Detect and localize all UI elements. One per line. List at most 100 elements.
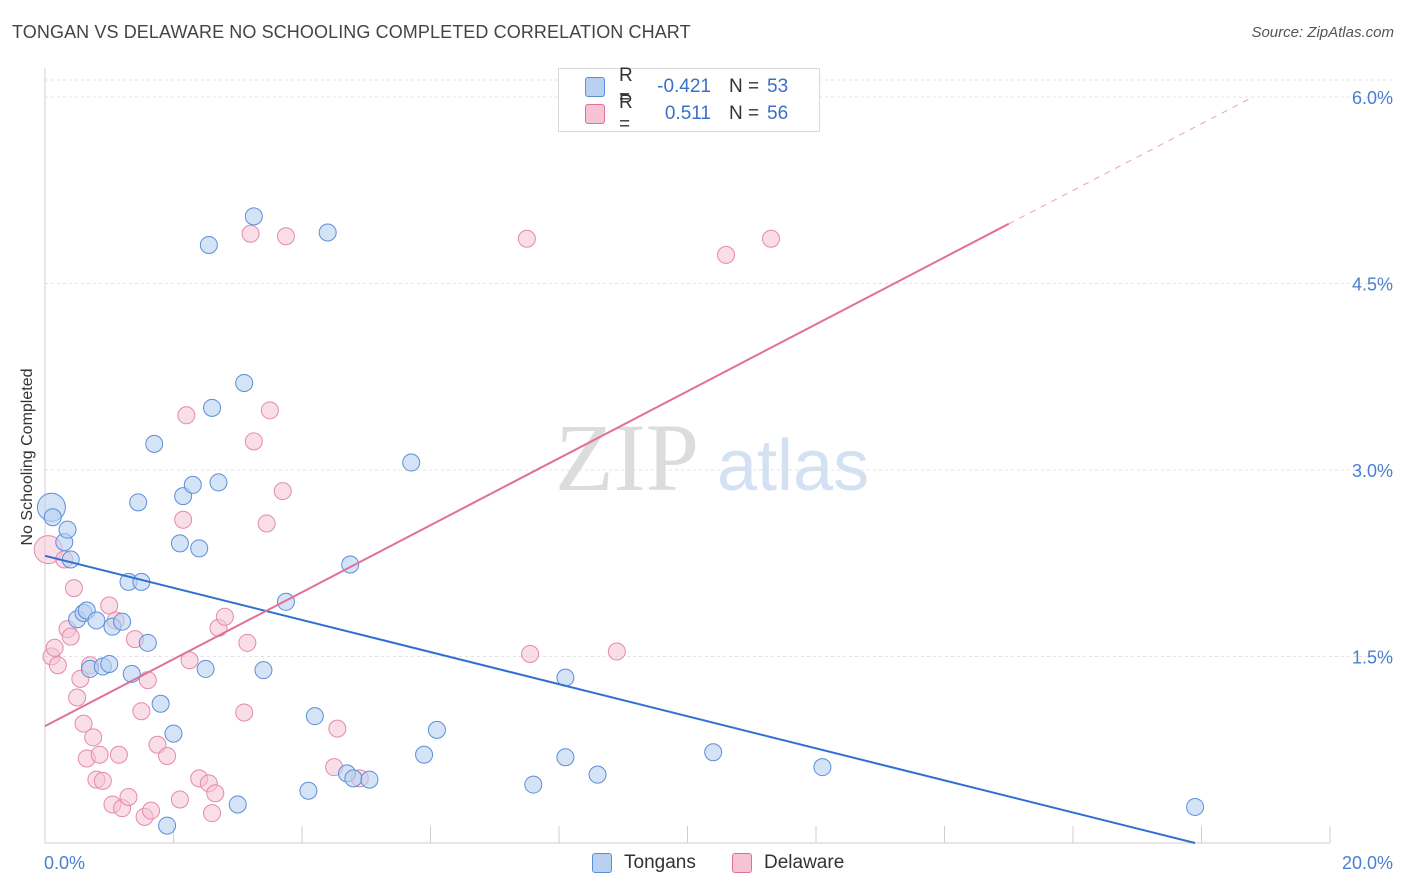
r-label: R = — [619, 65, 633, 108]
tongans-point — [164, 724, 183, 743]
delaware-point — [61, 627, 80, 646]
delaware-swatch — [732, 853, 752, 873]
delaware-point — [521, 645, 540, 664]
tongans-point — [276, 592, 295, 611]
delaware-point — [45, 638, 64, 657]
delaware-point — [206, 784, 225, 803]
tongans-point — [138, 633, 157, 652]
n-label: N = — [729, 103, 760, 124]
legend-row-delaware: R = 0.511 N = 56 — [585, 92, 789, 135]
tongans-point — [305, 707, 324, 726]
delaware-point — [328, 719, 347, 738]
tongans-point — [61, 550, 80, 569]
delaware-point — [717, 245, 736, 264]
delaware-label: Delaware — [764, 852, 845, 873]
tongans-point — [344, 769, 363, 788]
tongans-point — [360, 770, 379, 789]
tongans-point — [183, 475, 202, 494]
delaware-point — [203, 804, 222, 823]
tongans-swatch — [592, 853, 612, 873]
tongans-point — [228, 795, 247, 814]
tongans-point — [556, 748, 575, 767]
delaware-point — [607, 642, 626, 661]
tongans-points — [36, 207, 1205, 835]
tongans-point — [100, 654, 119, 673]
tongans-point — [190, 539, 209, 558]
tongans-point — [170, 534, 189, 553]
y-tick-label: 4.5% — [1352, 275, 1393, 295]
svg-text:ZIP: ZIP — [555, 404, 699, 511]
x-tick-label: 20.0% — [1342, 853, 1393, 873]
delaware-point — [276, 227, 295, 246]
tongans-point — [199, 235, 218, 254]
delaware-point — [762, 229, 781, 248]
tongans-point — [151, 694, 170, 713]
tongans-point — [402, 453, 421, 472]
tongans-point — [158, 816, 177, 835]
delaware-point — [138, 671, 157, 690]
delaware-point — [64, 579, 83, 598]
tongans-point — [87, 611, 106, 630]
delaware-point — [109, 745, 128, 764]
axes — [44, 68, 1331, 844]
series-legend: Tongans Delaware — [0, 852, 1406, 878]
delaware-point — [273, 482, 292, 501]
delaware-point — [235, 703, 254, 722]
delaware-point — [177, 406, 196, 425]
delaware-point — [132, 702, 151, 721]
n-value: 56 — [767, 103, 789, 124]
tongans-point — [588, 765, 607, 784]
chart-title: TONGAN VS DELAWARE NO SCHOOLING COMPLETE… — [12, 22, 691, 42]
grid-lines — [45, 79, 1395, 657]
delaware-point — [174, 510, 193, 529]
delaware-point — [84, 728, 103, 747]
tongans-point — [145, 434, 164, 453]
tongans-point — [244, 207, 263, 226]
delaware-point — [48, 656, 67, 675]
correlation-legend: R = -0.421 N = 53 R = 0.511 N = 56 — [558, 65, 820, 135]
delaware-point — [170, 790, 189, 809]
tongans-label: Tongans — [624, 852, 696, 873]
delaware-point — [517, 229, 536, 248]
delaware-trend-line — [44, 222, 1010, 728]
tongans-point — [254, 661, 273, 680]
delaware-point — [241, 224, 260, 243]
tongans-point — [318, 223, 337, 242]
delaware-point — [238, 633, 257, 652]
n-value: 53 — [767, 76, 789, 97]
delaware-point — [93, 771, 112, 790]
tongans-point — [415, 745, 434, 764]
delaware-point — [215, 607, 234, 626]
tongans-point — [427, 720, 446, 739]
tongans-point — [43, 508, 62, 527]
delaware-point — [158, 746, 177, 765]
r-value: -0.421 — [657, 76, 711, 97]
tongans-point — [129, 493, 148, 512]
tongans-point — [813, 758, 832, 777]
delaware-point — [74, 714, 93, 733]
delaware-point — [68, 688, 87, 707]
tongans-point — [209, 473, 228, 492]
watermark-logo: ZIP atlas — [555, 404, 869, 511]
delaware-point — [100, 596, 119, 615]
delaware-point — [90, 745, 109, 764]
tongans-swatch — [585, 77, 605, 97]
r-value: 0.511 — [664, 103, 711, 124]
delaware-point — [257, 514, 276, 533]
tongans-point — [113, 612, 132, 631]
y-tick-label: 1.5% — [1352, 648, 1393, 668]
x-tick-label: 0.0% — [44, 853, 85, 873]
delaware-points — [33, 224, 781, 826]
tongans-point — [235, 373, 254, 392]
delaware-point — [260, 401, 279, 420]
tongans-point — [58, 520, 77, 539]
y-tick-label: 6.0% — [1352, 88, 1393, 108]
tick-labels: 1.5% 3.0% 4.5% 6.0% 0.0% 20.0% — [44, 88, 1393, 873]
delaware-trend-extension — [1008, 96, 1254, 225]
svg-text:atlas: atlas — [717, 426, 869, 506]
tongans-point — [704, 743, 723, 762]
legend-item-delaware: Delaware — [732, 852, 844, 874]
r-label: R = — [619, 92, 633, 135]
y-tick-label: 3.0% — [1352, 461, 1393, 481]
